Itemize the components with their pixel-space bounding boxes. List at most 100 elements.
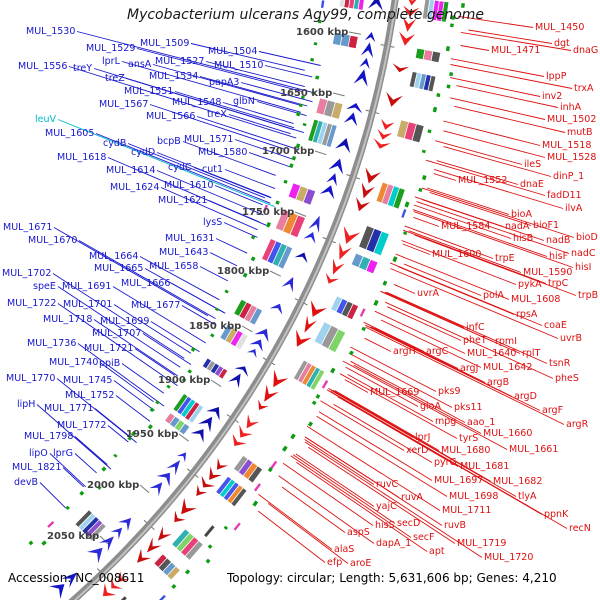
gene-label-reverse[interactable]: lipH	[17, 399, 36, 410]
gene-label-forward[interactable]: MUL_1661	[509, 444, 559, 455]
gene-label-forward[interactable]: pks9	[438, 386, 461, 397]
gene-label-reverse[interactable]: MUL_1571	[184, 134, 234, 145]
gene-label-forward[interactable]: xerD	[406, 445, 429, 456]
gene-label-forward[interactable]: pykA	[518, 279, 542, 290]
gene-label-reverse[interactable]: MUL_1548	[172, 97, 222, 108]
gene-label-reverse[interactable]: MUL_1691	[62, 281, 112, 292]
gene-label-forward[interactable]: trpC	[548, 278, 569, 289]
gene-label-reverse[interactable]: MUL_1631	[165, 233, 215, 244]
gene-label-forward[interactable]: rplT	[522, 348, 541, 359]
gene-label-reverse[interactable]: MUL_1534	[149, 71, 199, 82]
gene-label-trna[interactable]: leuV	[35, 114, 57, 125]
gene-label-forward[interactable]: hisI	[575, 262, 592, 273]
gene-label-forward[interactable]: ruvA	[401, 492, 424, 503]
gene-label-forward[interactable]: inhA	[560, 102, 582, 113]
gene-label-forward[interactable]: fadD11	[547, 190, 582, 201]
gene-label-forward[interactable]: MUL_1698	[449, 491, 499, 502]
gene-label-reverse[interactable]: bcpB	[157, 136, 181, 147]
gene-label-forward[interactable]: MUL_1669	[370, 387, 420, 398]
gene-label-forward[interactable]: apt	[429, 546, 445, 557]
gene-label-reverse[interactable]: devB	[14, 477, 39, 488]
gene-label-forward[interactable]: ppnK	[544, 509, 569, 520]
gene-label-forward[interactable]: argB	[487, 377, 510, 388]
gene-label-reverse[interactable]: treY	[73, 63, 93, 74]
gene-label-forward[interactable]: lprJ	[415, 432, 431, 443]
gene-label-reverse[interactable]: MUL_1530	[26, 26, 76, 37]
gene-label-forward[interactable]: uvrA	[417, 288, 440, 299]
gene-label-forward[interactable]: bioD	[576, 232, 598, 243]
gene-label-reverse[interactable]: MUL_1527	[155, 56, 205, 67]
gene-label-forward[interactable]: uvrB	[560, 333, 583, 344]
gene-label-forward[interactable]: tyrS	[459, 433, 479, 444]
gene-label-reverse[interactable]: lprG	[53, 448, 73, 459]
gene-label-reverse[interactable]: MUL_1702	[2, 268, 52, 279]
gene-label-forward[interactable]: inv2	[542, 91, 563, 102]
gene-label-reverse[interactable]: cydD	[131, 147, 156, 158]
gene-label-forward[interactable]: MUL_1660	[483, 428, 533, 439]
gene-label-forward[interactable]: mutB	[567, 127, 593, 138]
gene-label-reverse[interactable]: MUL_1556	[18, 61, 68, 72]
gene-label-reverse[interactable]: MUL_1677	[131, 300, 181, 311]
gene-label-forward[interactable]: dnaG	[573, 45, 599, 56]
gene-label-reverse[interactable]: MUL_1671	[3, 222, 53, 233]
gene-label-forward[interactable]: pheS	[555, 373, 579, 384]
gene-label-forward[interactable]: bioA	[511, 209, 532, 220]
gene-label-forward[interactable]: bioF1	[533, 220, 559, 231]
gene-label-forward[interactable]: MUL_1590	[523, 267, 573, 278]
gene-label-forward[interactable]: hisS	[375, 520, 395, 531]
gene-label-reverse[interactable]: MUL_1798	[24, 431, 74, 442]
gene-label-reverse[interactable]: MUL_1665	[94, 263, 144, 274]
gene-label-forward[interactable]: MUL_1719	[457, 538, 507, 549]
gene-label-reverse[interactable]: MUL_1736	[27, 338, 77, 349]
gene-label-forward[interactable]: trpE	[495, 253, 515, 264]
gene-label-reverse[interactable]: papA3	[209, 77, 240, 88]
gene-label-reverse[interactable]: MUL_1621	[158, 195, 208, 206]
gene-label-forward[interactable]: trxA	[574, 83, 594, 94]
gene-label-reverse[interactable]: MUL_1618	[57, 152, 107, 163]
gene-label-reverse[interactable]: MUL_1551	[124, 86, 174, 97]
gene-label-forward[interactable]: recN	[569, 523, 591, 534]
gene-label-reverse[interactable]: MUL_1699	[100, 316, 150, 327]
gene-label-forward[interactable]: coaE	[544, 320, 567, 331]
gene-label-reverse[interactable]: lysS	[203, 217, 223, 228]
gene-label-forward[interactable]: ileS	[524, 159, 542, 170]
gene-label-reverse[interactable]: MUL_1722	[7, 298, 57, 309]
gene-label-forward[interactable]: MUL_1697	[434, 475, 484, 486]
gene-label-reverse[interactable]: MUL_1772	[57, 420, 107, 431]
gene-label-reverse[interactable]: treX	[207, 109, 227, 120]
gene-label-forward[interactable]: dnaE	[520, 179, 544, 190]
gene-label-forward[interactable]: argC	[426, 346, 449, 357]
gene-label-forward[interactable]: gloA	[420, 401, 441, 412]
gene-label-forward[interactable]: nadB	[546, 235, 571, 246]
gene-label-reverse[interactable]: MUL_1770	[6, 373, 56, 384]
gene-label-reverse[interactable]: MUL_1745	[63, 375, 113, 386]
gene-label-reverse[interactable]: MUL_1510	[214, 60, 264, 71]
gene-label-reverse[interactable]: MUL_1670	[28, 235, 78, 246]
gene-label-forward[interactable]: tsnR	[549, 358, 571, 369]
gene-label-reverse[interactable]: lipO	[29, 448, 48, 459]
gene-label-reverse[interactable]: treZ	[105, 73, 125, 84]
gene-label-reverse[interactable]: MUL_1664	[89, 251, 139, 262]
gene-label-reverse[interactable]: MUL_1624	[110, 182, 160, 193]
gene-label-reverse[interactable]: MUL_1740	[49, 357, 99, 368]
gene-label-forward[interactable]: mpg	[435, 416, 457, 427]
gene-label-reverse[interactable]: MUL_1721	[84, 343, 134, 354]
gene-label-reverse[interactable]: MUL_1707	[92, 328, 142, 339]
gene-label-reverse[interactable]: MUL_1605	[45, 128, 95, 139]
gene-label-forward[interactable]: ruvC	[376, 479, 399, 490]
gene-label-reverse[interactable]: MUL_1771	[44, 403, 94, 414]
gene-label-forward[interactable]: MUL_1600	[432, 249, 482, 260]
gene-label-reverse[interactable]: MUL_1666	[121, 278, 171, 289]
gene-label-forward[interactable]: secF	[413, 532, 435, 543]
gene-label-forward[interactable]: MUL_1682	[493, 476, 543, 487]
gene-label-reverse[interactable]: MUL_1567	[99, 99, 149, 110]
gene-label-reverse[interactable]: MUL_1718	[43, 314, 93, 325]
gene-label-reverse[interactable]: MUL_1614	[106, 165, 156, 176]
gene-label-forward[interactable]: MUL_1584	[441, 221, 491, 232]
gene-label-forward[interactable]: pyrG	[434, 457, 457, 468]
gene-label-reverse[interactable]: MUL_1529	[86, 43, 136, 54]
gene-label-reverse[interactable]: ppiB	[99, 358, 121, 369]
gene-label-reverse[interactable]: cut1	[202, 164, 224, 175]
gene-label-forward[interactable]: MUL_1608	[511, 294, 561, 305]
gene-label-forward[interactable]: dgt	[554, 38, 570, 49]
